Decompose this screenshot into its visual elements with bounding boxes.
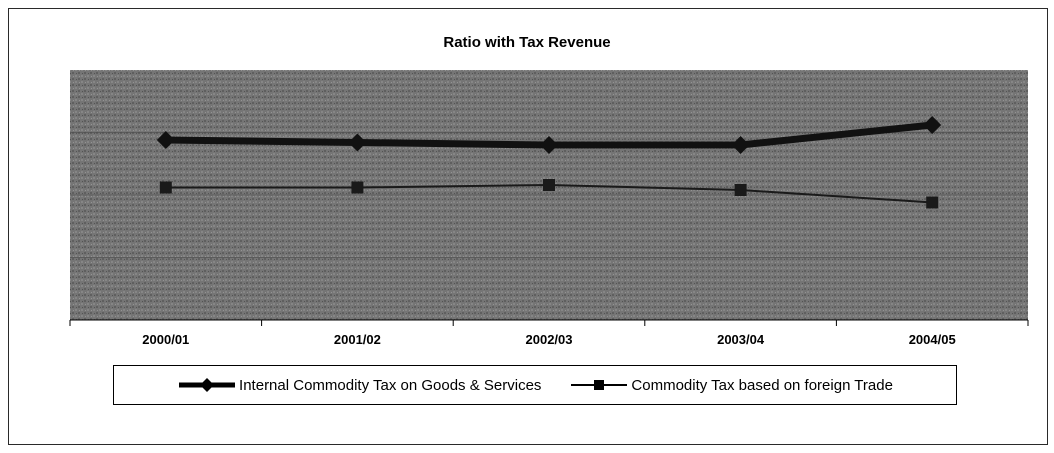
x-tick-label: 2004/05	[909, 332, 956, 347]
data-point	[926, 196, 939, 209]
x-tick-label: 2003/04	[717, 332, 765, 347]
series-foreign-trade-tax	[159, 179, 939, 209]
data-point	[348, 133, 367, 152]
x-tick-label: 2002/03	[526, 332, 573, 347]
series-layer	[156, 116, 942, 209]
square-marker-icon	[571, 380, 628, 390]
legend-label: Internal Commodity Tax on Goods & Servic…	[239, 376, 542, 394]
legend-item-internal-commodity-tax: Internal Commodity Tax on Goods & Servic…	[177, 377, 541, 394]
diamond-marker-icon	[179, 378, 236, 392]
legend-item-foreign-trade-tax: Commodity Tax based on foreign Trade	[569, 377, 893, 394]
series-internal-commodity-tax	[156, 116, 942, 154]
data-point	[156, 131, 175, 149]
plot-area	[70, 70, 1028, 320]
data-point	[923, 116, 942, 134]
data-point	[734, 184, 747, 196]
chart-title: Ratio with Tax Revenue	[443, 34, 611, 51]
x-axis: 2000/01 2001/02 2002/03 2003/04 2004/05	[69, 319, 1029, 347]
data-point	[351, 181, 364, 194]
data-point	[159, 181, 172, 194]
data-point	[540, 136, 558, 154]
data-point	[543, 179, 555, 191]
data-point	[731, 136, 750, 154]
x-tick-label: 2001/02	[334, 332, 381, 347]
legend-label: Commodity Tax based on foreign Trade	[631, 376, 893, 394]
legend: Internal Commodity Tax on Goods & Servic…	[113, 365, 957, 405]
x-tick-label: 2000/01	[142, 332, 189, 347]
